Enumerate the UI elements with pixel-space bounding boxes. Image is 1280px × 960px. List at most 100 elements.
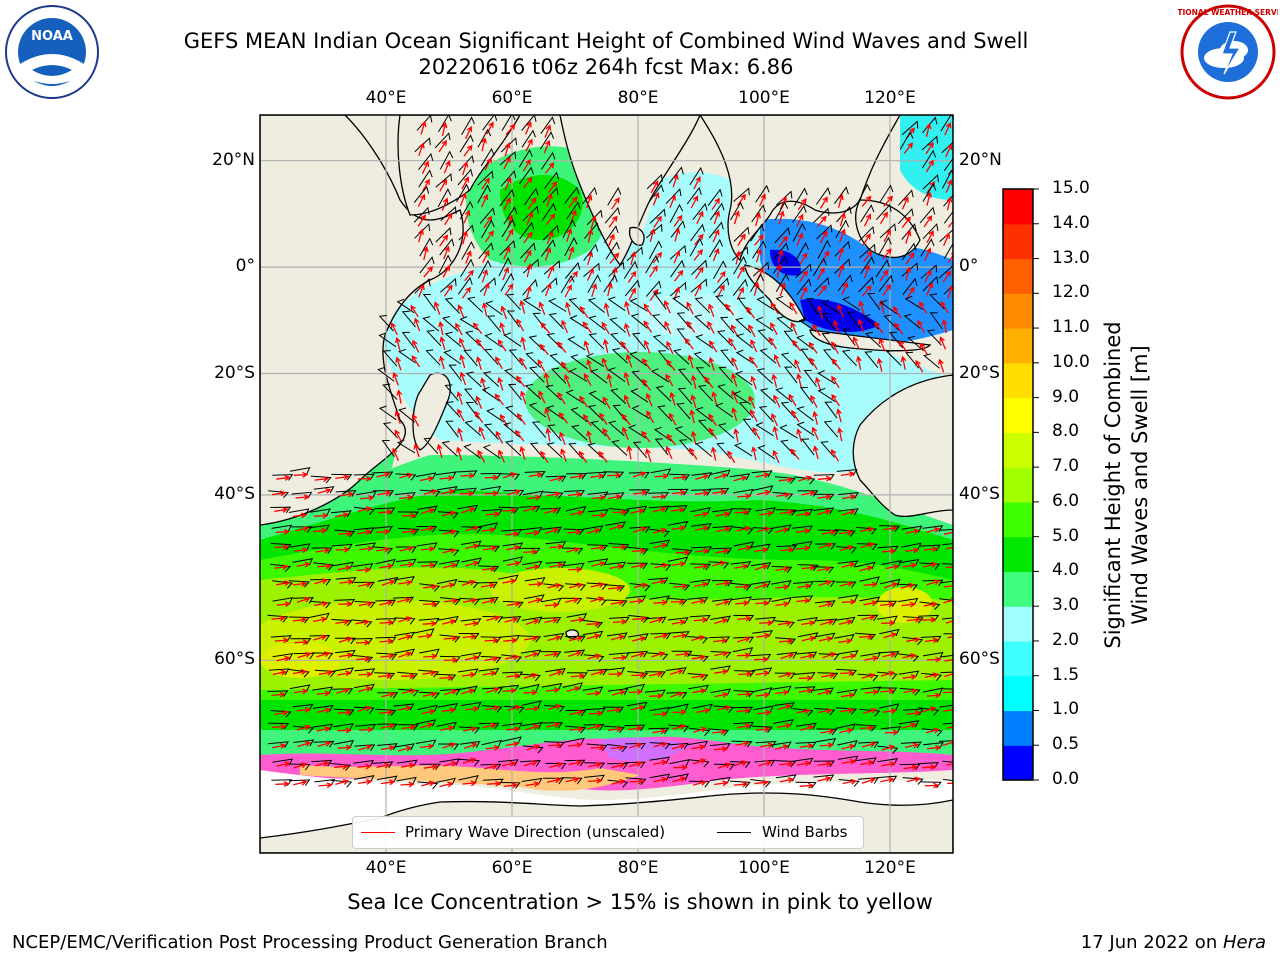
wave-direction-arrow <box>863 707 878 714</box>
wind-barb <box>733 488 754 497</box>
wave-direction-arrow <box>633 489 648 496</box>
wave-direction-arrow <box>485 744 500 751</box>
wave-direction-arrow <box>755 691 771 698</box>
wave-direction-arrow <box>737 493 752 500</box>
wind-barb <box>481 739 503 748</box>
wave-direction-arrow <box>568 742 583 748</box>
wind-barb <box>499 782 521 789</box>
wind-barb <box>419 599 441 608</box>
wind-barb <box>437 511 459 519</box>
wind-barb <box>499 188 515 207</box>
wind-barb <box>415 719 437 727</box>
wave-direction-arrow <box>411 413 420 427</box>
wind-barb <box>568 367 588 382</box>
wind-barb <box>942 722 953 725</box>
wave-direction-arrow <box>588 761 603 768</box>
wave-direction-arrow <box>464 705 480 712</box>
wind-barb <box>755 184 770 203</box>
wind-barb <box>333 739 355 748</box>
wind-barb <box>608 508 630 517</box>
wind-barb <box>693 351 711 367</box>
wave-direction-arrow <box>796 232 804 246</box>
wind-barb <box>461 557 482 565</box>
wave-direction-arrow <box>733 781 749 788</box>
wave-direction-arrow <box>736 723 752 730</box>
wind-barb <box>603 225 619 243</box>
wave-direction-arrow <box>738 670 753 677</box>
wind-barb <box>522 490 544 498</box>
wind-barb <box>522 205 539 222</box>
wind-barb <box>794 686 816 693</box>
wave-direction-arrow <box>840 692 856 699</box>
wind-barb <box>750 273 764 292</box>
wind-barb <box>482 115 498 131</box>
wave-direction-arrow <box>796 213 804 227</box>
wave-direction-arrow <box>778 671 793 678</box>
wind-barb <box>836 689 858 697</box>
wave-direction-arrow <box>666 359 676 372</box>
wind-barb <box>774 227 791 244</box>
wind-barb <box>666 667 687 675</box>
wave-direction-arrow <box>925 159 934 173</box>
wave-direction-arrow <box>523 249 532 263</box>
wind-barb <box>423 437 439 455</box>
wave-direction-arrow <box>422 620 438 627</box>
wind-barb <box>444 331 462 347</box>
wind-barb <box>465 402 480 419</box>
wave-direction-arrow <box>624 300 630 315</box>
wave-direction-arrow <box>674 227 681 242</box>
wind-barb <box>372 546 394 555</box>
wind-barb <box>375 708 397 717</box>
wind-barb <box>564 737 585 745</box>
wave-direction-arrow <box>444 212 453 226</box>
wave-direction-arrow <box>525 724 540 731</box>
wind-barb <box>792 708 814 717</box>
wind-barb <box>502 600 524 609</box>
wave-direction-arrow <box>378 509 393 515</box>
wave-direction-arrow <box>778 235 788 248</box>
wave-direction-arrow <box>586 633 601 640</box>
wind-barb <box>498 506 520 514</box>
wind-barb <box>793 187 808 206</box>
wave-direction-arrow <box>861 741 876 748</box>
wind-barb <box>943 157 953 171</box>
wind-barb <box>773 719 794 727</box>
wave-direction-arrow <box>568 270 578 283</box>
wind-barb <box>422 294 437 311</box>
wave-direction-arrow <box>754 564 769 571</box>
wave-direction-arrow <box>464 654 480 661</box>
wave-direction-arrow <box>693 616 709 623</box>
wave-direction-arrow <box>713 637 728 644</box>
wave-direction-arrow <box>547 703 562 711</box>
wind-barb <box>418 691 441 699</box>
wave-direction-arrow <box>663 300 671 314</box>
date-credit: 17 Jun 2022 on Hera <box>1081 932 1266 953</box>
wind-barb <box>521 722 543 730</box>
wind-barb <box>521 616 543 624</box>
wind-barb <box>540 616 562 624</box>
wind-barb <box>378 332 397 348</box>
wave-direction-arrow <box>381 579 396 586</box>
wave-direction-arrow <box>395 356 402 371</box>
colorbar-segment <box>1003 745 1033 781</box>
wind-barb <box>938 264 953 279</box>
wave-direction-arrow <box>943 232 950 246</box>
wind-barb <box>499 150 517 166</box>
wave-direction-arrow <box>945 620 953 624</box>
wind-barb <box>719 316 735 334</box>
wind-barb <box>465 371 482 388</box>
wave-direction-arrow <box>817 565 832 572</box>
wind-barb <box>716 442 731 460</box>
wave-direction-arrow <box>441 121 448 137</box>
wave-direction-arrow <box>276 474 291 481</box>
wave-direction-arrow <box>839 581 854 587</box>
wind-barb <box>649 706 671 714</box>
colorbar-tick-label: 7.0 <box>1052 456 1080 477</box>
wind-barb <box>333 722 354 731</box>
wave-direction-arrow <box>516 413 526 425</box>
wind-barb <box>353 706 375 714</box>
wind-barb <box>543 741 566 749</box>
wave-direction-arrow <box>714 617 728 625</box>
wind-barb <box>583 654 605 663</box>
wave-direction-arrow <box>274 564 289 571</box>
